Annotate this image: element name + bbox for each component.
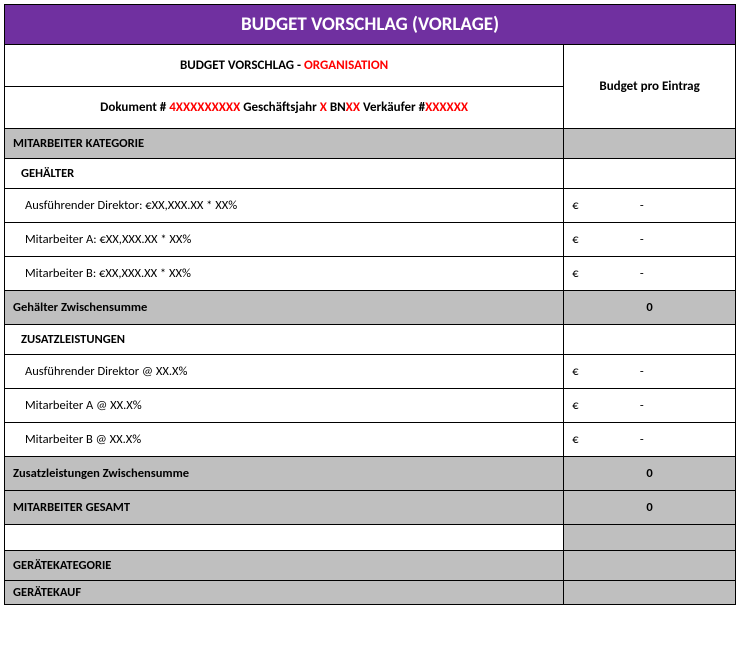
personnel-category: MITARBEITER KATEGORIE xyxy=(5,129,564,159)
fringe-item: Ausführender Direktor @ XX.X% xyxy=(5,355,564,389)
spacer-cell xyxy=(564,525,736,551)
equipment-purchase: GERÄTEKAUF xyxy=(5,581,564,605)
org-header: BUDGET VORSCHLAG - ORGANISATION xyxy=(5,45,564,87)
blank-cell xyxy=(564,551,736,581)
equipment-category-row: GERÄTEKATEGORIE xyxy=(5,551,736,581)
salaries-subtotal-label: Gehälter Zwischensumme xyxy=(5,291,564,325)
salary-item: Mitarbeiter B: €XX,XXX.XX * XX% xyxy=(5,257,564,291)
doc-num: 4XXXXXXXXX xyxy=(169,100,240,115)
salary-item-row: Mitarbeiter B: €XX,XXX.XX * XX% €- xyxy=(5,257,736,291)
fringe-item: Mitarbeiter A @ XX.X% xyxy=(5,389,564,423)
fringe-subcat: ZUSATZLEISTUNGEN xyxy=(5,325,564,355)
salary-item: Ausführender Direktor: €XX,XXX.XX * XX% xyxy=(5,189,564,223)
blank-cell xyxy=(564,159,736,189)
vendor-val: XXXXXX xyxy=(425,100,468,115)
amount-dash: - xyxy=(579,432,725,447)
doc-label: Dokument # xyxy=(100,100,169,115)
title-row: BUDGET VORSCHLAG (VORLAGE) xyxy=(5,5,736,45)
personnel-total-label: MITARBEITER GESAMT xyxy=(5,491,564,525)
spacer-cell xyxy=(5,525,564,551)
org-name: ORGANISATION xyxy=(304,58,388,73)
fy-val: X xyxy=(320,100,327,115)
spacer-row xyxy=(5,525,736,551)
amount-cell: €- xyxy=(564,223,736,257)
amount-dash: - xyxy=(579,198,725,213)
equipment-purchase-row: GERÄTEKAUF xyxy=(5,581,736,605)
bn-label: BN xyxy=(327,100,346,115)
budget-table: BUDGET VORSCHLAG (VORLAGE) BUDGET VORSCH… xyxy=(4,4,736,605)
amount-cell: €- xyxy=(564,423,736,457)
fringe-item-row: Ausführender Direktor @ XX.X% €- xyxy=(5,355,736,389)
blank-cell xyxy=(564,325,736,355)
org-prefix: BUDGET VORSCHLAG - xyxy=(180,58,304,73)
blank-cell xyxy=(564,129,736,159)
fy-label: Geschäftsjahr xyxy=(240,100,319,115)
fringe-item-row: Mitarbeiter B @ XX.X% €- xyxy=(5,423,736,457)
salary-item-row: Mitarbeiter A: €XX,XXX.XX * XX% €- xyxy=(5,223,736,257)
personnel-total-value: 0 xyxy=(564,491,736,525)
salaries-subtotal-value: 0 xyxy=(564,291,736,325)
title-cell: BUDGET VORSCHLAG (VORLAGE) xyxy=(5,5,736,45)
amount-cell: €- xyxy=(564,257,736,291)
vendor-label: Verkäufer # xyxy=(360,100,425,115)
amount-cell: €- xyxy=(564,355,736,389)
fringe-subtotal-value: 0 xyxy=(564,457,736,491)
amount-cell: €- xyxy=(564,389,736,423)
doc-header: Dokument # 4XXXXXXXXX Geschäftsjahr X BN… xyxy=(5,87,564,129)
amount-dash: - xyxy=(579,398,725,413)
fringe-subcat-row: ZUSATZLEISTUNGEN xyxy=(5,325,736,355)
bn-val: XX xyxy=(346,100,360,115)
fringe-subtotal-row: Zusatzleistungen Zwischensumme 0 xyxy=(5,457,736,491)
amount-dash: - xyxy=(579,364,725,379)
header-row-1: BUDGET VORSCHLAG - ORGANISATION Budget p… xyxy=(5,45,736,87)
fringe-subtotal-label: Zusatzleistungen Zwischensumme xyxy=(5,457,564,491)
salaries-subcat-row: GEHÄLTER xyxy=(5,159,736,189)
fringe-item-row: Mitarbeiter A @ XX.X% €- xyxy=(5,389,736,423)
amount-dash: - xyxy=(579,266,725,281)
blank-cell xyxy=(564,581,736,605)
fringe-item: Mitarbeiter B @ XX.X% xyxy=(5,423,564,457)
equipment-category: GERÄTEKATEGORIE xyxy=(5,551,564,581)
personnel-category-row: MITARBEITER KATEGORIE xyxy=(5,129,736,159)
salaries-subtotal-row: Gehälter Zwischensumme 0 xyxy=(5,291,736,325)
budget-per-entry-header: Budget pro Eintrag xyxy=(564,45,736,129)
salaries-subcat: GEHÄLTER xyxy=(5,159,564,189)
amount-cell: €- xyxy=(564,189,736,223)
salary-item: Mitarbeiter A: €XX,XXX.XX * XX% xyxy=(5,223,564,257)
amount-dash: - xyxy=(579,232,725,247)
personnel-total-row: MITARBEITER GESAMT 0 xyxy=(5,491,736,525)
salary-item-row: Ausführender Direktor: €XX,XXX.XX * XX% … xyxy=(5,189,736,223)
